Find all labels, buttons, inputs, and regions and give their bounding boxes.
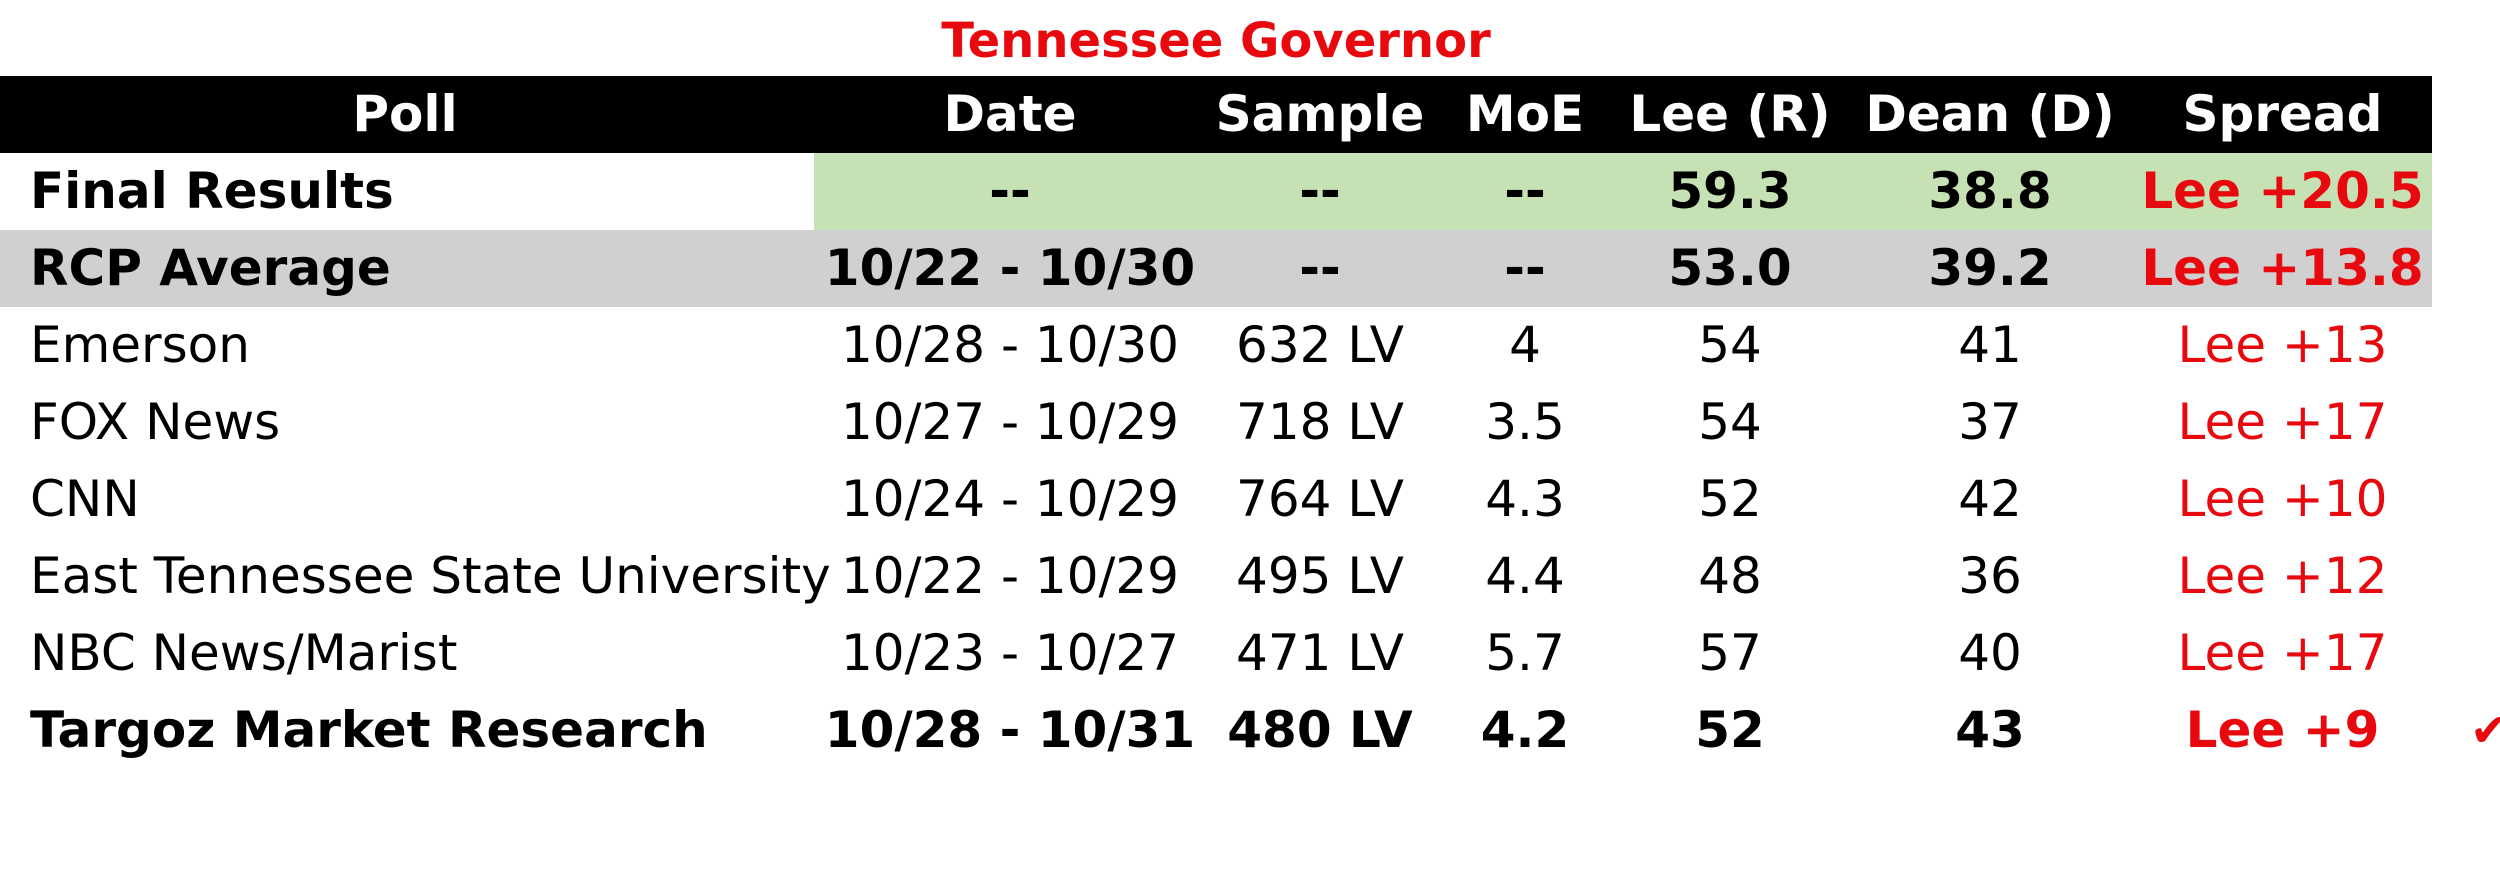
- cell-poll: Targoz Market Research: [30, 701, 708, 759]
- cell-date: 10/22 - 10/30: [824, 239, 1196, 297]
- cell-sample: 480 LV: [1227, 701, 1413, 759]
- cell-sample: 495 LV: [1236, 547, 1404, 605]
- column-header-poll: Poll: [352, 85, 458, 143]
- chart-title: Tennessee Governor: [941, 13, 1491, 69]
- cell-moe: 4.4: [1485, 547, 1565, 605]
- cell-sample: 764 LV: [1236, 470, 1404, 528]
- cell-lee: 48: [1698, 547, 1762, 605]
- cell-moe: 4.2: [1480, 701, 1570, 759]
- cell-poll: RCP Average: [30, 239, 391, 297]
- table-row: East Tennessee State University 10/22 - 1…: [0, 538, 2432, 615]
- column-header-sample: Sample: [1215, 85, 1425, 143]
- table-row: RCP Average 10/22 - 10/30 -- -- 53.0 39.2 Lee …: [0, 230, 2432, 307]
- column-header-moe: MoE: [1465, 85, 1585, 143]
- table-row: FOX News 10/27 - 10/29 718 LV 3.5 54 37 Lee +1…: [0, 384, 2432, 461]
- cell-spread: Lee +17: [2177, 393, 2388, 451]
- cell-sample: 718 LV: [1236, 393, 1404, 451]
- table-header-row: Poll Date Sample MoE Lee (R) Dean (D) Sp…: [0, 76, 2432, 153]
- cell-moe: --: [1504, 239, 1546, 297]
- cell-spread: Lee +17: [2177, 624, 2388, 682]
- cell-lee: 52: [1698, 470, 1762, 528]
- cell-spread: Lee +10: [2177, 470, 2388, 528]
- column-header-date: Date: [943, 85, 1077, 143]
- cell-dean: 43: [1955, 701, 2025, 759]
- cell-spread: Lee +13.8: [2141, 239, 2424, 297]
- cell-lee: 57: [1698, 624, 1762, 682]
- cell-moe: --: [1504, 162, 1546, 220]
- table-row: Final Results -- -- -- 59.3 38.8 Lee +20.5: [0, 153, 2432, 230]
- cell-moe: 3.5: [1485, 393, 1565, 451]
- final-results-highlight: [814, 153, 2432, 230]
- cell-spread: Lee +20.5: [2141, 162, 2424, 220]
- cell-sample: 632 LV: [1236, 316, 1404, 374]
- table-row: NBC News/Marist 10/23 - 10/27 471 LV 5.7 57 4…: [0, 615, 2432, 692]
- cell-sample: --: [1299, 162, 1341, 220]
- cell-dean: 41: [1958, 316, 2022, 374]
- cell-spread: Lee +9: [2185, 701, 2380, 759]
- cell-dean: 38.8: [1928, 162, 2052, 220]
- cell-sample: 471 LV: [1236, 624, 1404, 682]
- cell-poll: NBC News/Marist: [30, 624, 458, 682]
- cell-sample: --: [1299, 239, 1341, 297]
- cell-spread: Lee +13: [2177, 316, 2388, 374]
- cell-poll: Emerson: [30, 316, 250, 374]
- cell-date: 10/22 - 10/29: [840, 547, 1179, 605]
- cell-poll: FOX News: [30, 393, 281, 451]
- column-header-spread: Spread: [2182, 85, 2383, 143]
- cell-poll: CNN: [30, 470, 140, 528]
- cell-moe: 5.7: [1485, 624, 1565, 682]
- cell-poll: East Tennessee State University: [30, 547, 831, 605]
- table-row: Targoz Market Research 10/28 - 10/31 480 L…: [0, 692, 2500, 769]
- cell-lee: 52: [1695, 701, 1765, 759]
- cell-poll: Final Results: [30, 162, 394, 220]
- cell-date: 10/24 - 10/29: [840, 470, 1179, 528]
- cell-lee: 54: [1698, 393, 1762, 451]
- cell-spread: Lee +12: [2177, 547, 2388, 605]
- table-row: Emerson 10/28 - 10/30 632 LV 4 54 41 Lee +13: [0, 307, 2432, 384]
- cell-dean: 42: [1958, 470, 2022, 528]
- cell-date: 10/27 - 10/29: [840, 393, 1179, 451]
- cell-date: 10/23 - 10/27: [840, 624, 1179, 682]
- cell-dean: 37: [1958, 393, 2022, 451]
- cell-dean: 36: [1958, 547, 2022, 605]
- column-header-dean: Dean (D): [1865, 85, 2115, 143]
- cell-moe: 4.3: [1485, 470, 1565, 528]
- cell-lee: 54: [1698, 316, 1762, 374]
- cell-dean: 39.2: [1928, 239, 2052, 297]
- cell-dean: 40: [1958, 624, 2022, 682]
- cell-date: --: [989, 162, 1031, 220]
- cell-lee: 53.0: [1668, 239, 1792, 297]
- table-row: CNN 10/24 - 10/29 764 LV 4.3 52 42 Lee +10: [0, 461, 2432, 538]
- cell-lee: 59.3: [1668, 162, 1792, 220]
- cell-moe: 4: [1509, 316, 1541, 374]
- cell-date: 10/28 - 10/31: [824, 701, 1196, 759]
- column-header-lee: Lee (R): [1629, 85, 1831, 143]
- check-icon: ✔: [2470, 703, 2500, 757]
- cell-date: 10/28 - 10/30: [840, 316, 1179, 374]
